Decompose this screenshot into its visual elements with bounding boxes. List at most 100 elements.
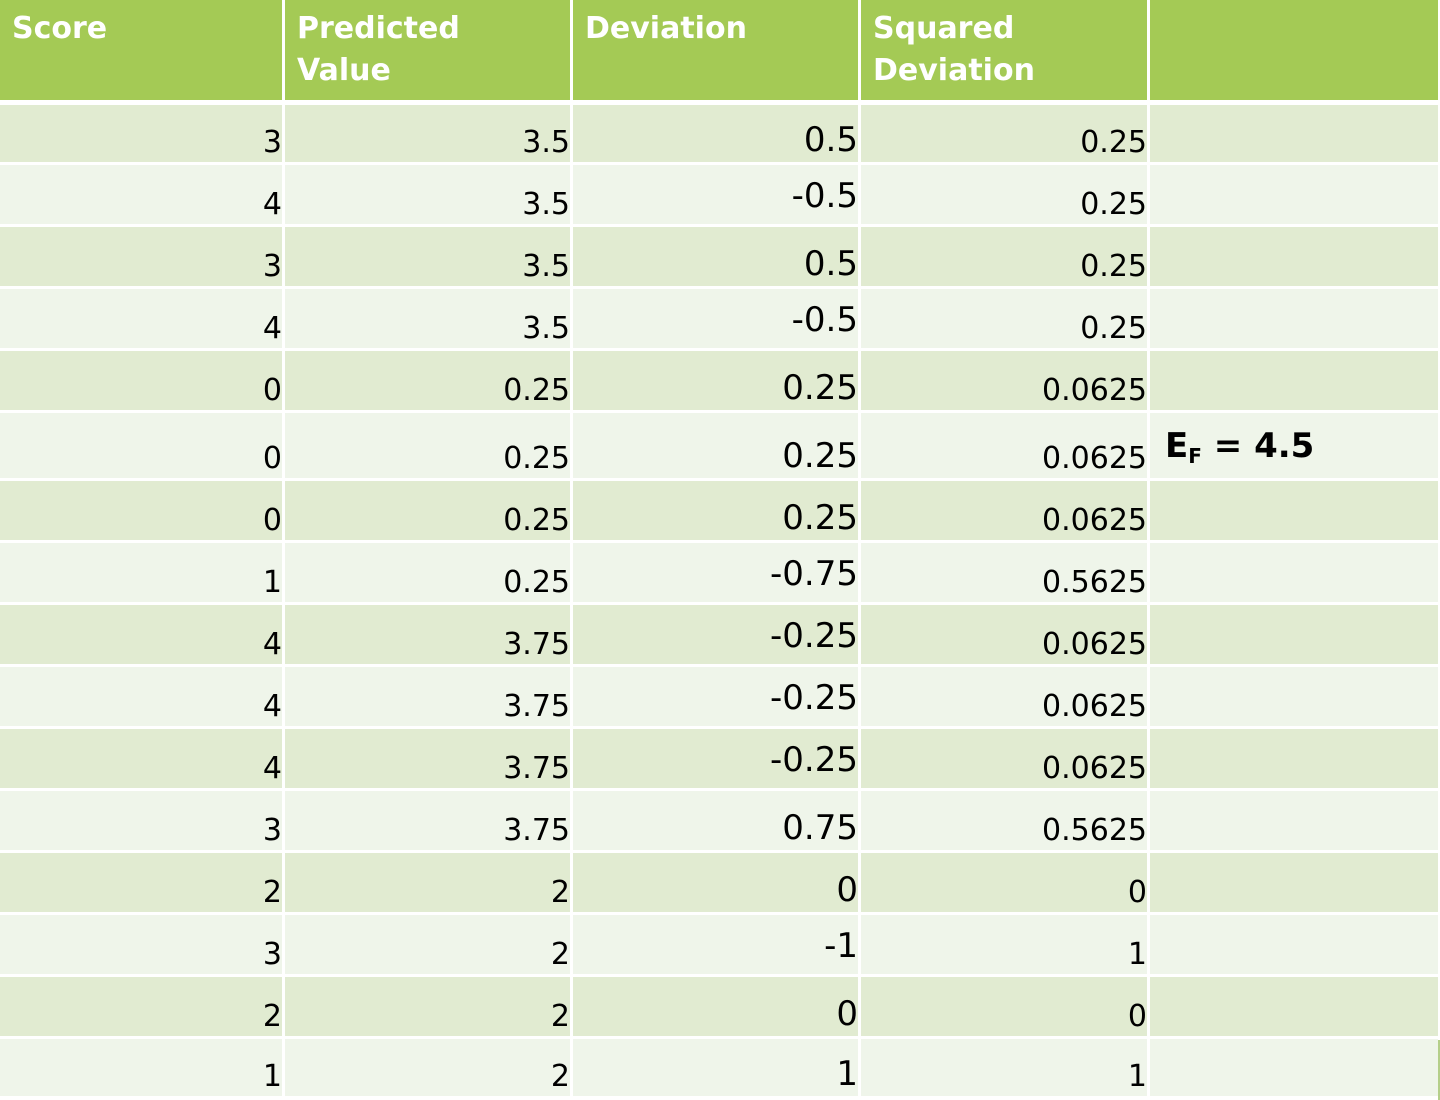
table-body: 3 3.5 0.5 0.25 4 3.5 -0.5 0.25 3 3.5 0.5 0.25 4 3.5 -0…	[0, 105, 1438, 1099]
deviation-cell: 0	[573, 853, 861, 912]
squared-deviation-cell: 0.0625	[861, 481, 1150, 540]
blank-cell	[1150, 915, 1438, 974]
header-blank	[1150, 0, 1438, 100]
header-score: Score	[0, 0, 285, 100]
deviation-cell: 1	[573, 1039, 861, 1096]
score-cell: 4	[0, 165, 285, 224]
predicted-value-cell: 3.5	[285, 289, 573, 348]
blank-cell	[1150, 289, 1438, 348]
score-cell: 0	[0, 481, 285, 540]
blank-cell	[1150, 1039, 1438, 1096]
ef-annotation: EF = 4.5	[1165, 426, 1315, 468]
table-row: 4 3.5 -0.5 0.25	[0, 165, 1438, 227]
score-cell: 4	[0, 289, 285, 348]
predicted-value-cell: 2	[285, 1039, 573, 1096]
predicted-value-cell: 3.5	[285, 105, 573, 162]
table-row: 4 3.5 -0.5 0.25	[0, 289, 1438, 351]
squared-deviation-cell: 0	[861, 977, 1150, 1036]
score-cell: 4	[0, 605, 285, 664]
deviation-cell: -0.5	[573, 289, 861, 348]
table-header: Score Predicted Value Deviation Squared D…	[0, 0, 1438, 100]
blank-cell	[1150, 165, 1438, 224]
deviation-cell: -0.25	[573, 667, 861, 726]
predicted-value-cell: 0.25	[285, 481, 573, 540]
table-row: 1 0.25 -0.75 0.5625	[0, 543, 1438, 605]
squared-deviation-cell: 0.0625	[861, 605, 1150, 664]
squared-deviation-cell: 0.25	[861, 165, 1150, 224]
table-row: 3 3.5 0.5 0.25	[0, 105, 1438, 165]
blank-cell	[1150, 481, 1438, 540]
score-cell: 3	[0, 915, 285, 974]
header-separator	[0, 100, 1438, 105]
deviation-cell: 0.25	[573, 413, 861, 478]
deviation-cell: 0.5	[573, 105, 861, 162]
blank-cell	[1150, 227, 1438, 286]
deviation-cell: -0.75	[573, 543, 861, 602]
score-cell: 1	[0, 1039, 285, 1096]
predicted-value-cell: 3.5	[285, 165, 573, 224]
deviation-cell: 0	[573, 977, 861, 1036]
blank-cell	[1150, 543, 1438, 602]
score-cell: 4	[0, 667, 285, 726]
table-row: 3 2 -1 1	[0, 915, 1438, 977]
deviation-cell: 0.5	[573, 227, 861, 286]
score-cell: 0	[0, 413, 285, 478]
squared-deviation-cell: 0.0625	[861, 413, 1150, 478]
table-row: 4 3.75 -0.25 0.0625	[0, 667, 1438, 729]
blank-cell	[1150, 667, 1438, 726]
deviation-cell: -1	[573, 915, 861, 974]
predicted-value-cell: 0.25	[285, 413, 573, 478]
score-cell: 2	[0, 977, 285, 1036]
score-cell: 3	[0, 791, 285, 850]
squared-deviation-cell: 0.0625	[861, 667, 1150, 726]
table-row: 4 3.75 -0.25 0.0625	[0, 605, 1438, 667]
deviation-cell: 0.25	[573, 351, 861, 410]
score-cell: 3	[0, 227, 285, 286]
predicted-value-cell: 2	[285, 853, 573, 912]
header-squared-deviation: Squared Deviation	[861, 0, 1150, 100]
blank-cell	[1150, 977, 1438, 1036]
squared-deviation-cell: 1	[861, 915, 1150, 974]
predicted-value-cell: 2	[285, 977, 573, 1036]
table-row: 4 3.75 -0.25 0.0625	[0, 729, 1438, 791]
predicted-value-cell: 3.75	[285, 667, 573, 726]
predicted-value-cell: 2	[285, 915, 573, 974]
blank-cell	[1150, 105, 1438, 162]
deviation-cell: -0.5	[573, 165, 861, 224]
squared-deviation-cell: 0.0625	[861, 351, 1150, 410]
score-cell: 2	[0, 853, 285, 912]
table-row: 3 3.5 0.5 0.25	[0, 227, 1438, 289]
deviation-cell: 0.25	[573, 481, 861, 540]
squared-deviation-cell: 0.5625	[861, 543, 1150, 602]
squared-deviation-cell: 0.25	[861, 289, 1150, 348]
squared-deviation-cell: 0.5625	[861, 791, 1150, 850]
table-row: 0 0.25 0.25 0.0625	[0, 413, 1438, 481]
predicted-value-cell: 3.75	[285, 605, 573, 664]
deviation-cell: -0.25	[573, 729, 861, 788]
blank-cell	[1150, 605, 1438, 664]
table-row: 3 3.75 0.75 0.5625	[0, 791, 1438, 853]
squared-deviation-cell: 0.25	[861, 227, 1150, 286]
blank-cell	[1150, 729, 1438, 788]
deviation-cell: -0.25	[573, 605, 861, 664]
squared-deviation-cell: 0.0625	[861, 729, 1150, 788]
predicted-value-cell: 3.75	[285, 729, 573, 788]
deviation-cell: 0.75	[573, 791, 861, 850]
score-cell: 0	[0, 351, 285, 410]
table-row: 0 0.25 0.25 0.0625	[0, 481, 1438, 543]
predicted-value-cell: 0.25	[285, 351, 573, 410]
header-deviation: Deviation	[573, 0, 861, 100]
score-cell: 3	[0, 105, 285, 162]
predicted-value-cell: 3.75	[285, 791, 573, 850]
squared-deviation-cell: 0.25	[861, 105, 1150, 162]
table-row: 0 0.25 0.25 0.0625	[0, 351, 1438, 413]
blank-cell	[1150, 351, 1438, 410]
header-predicted-value: Predicted Value	[285, 0, 573, 100]
squared-deviation-cell: 1	[861, 1039, 1150, 1096]
blank-cell	[1150, 853, 1438, 912]
score-cell: 1	[0, 543, 285, 602]
blank-cell	[1150, 791, 1438, 850]
